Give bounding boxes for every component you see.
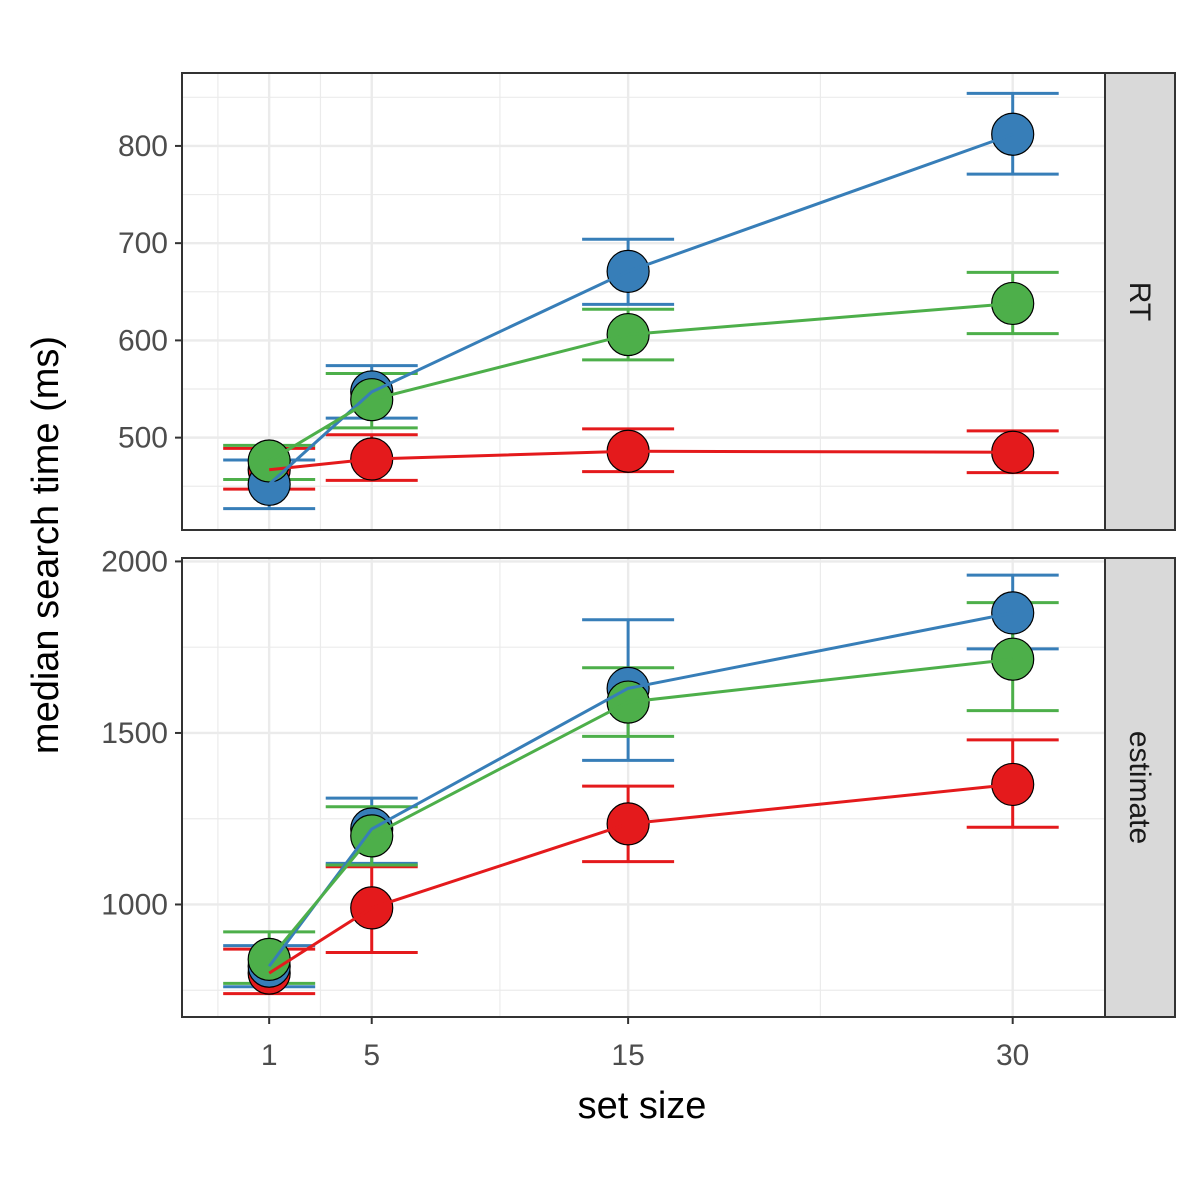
y-tick-label: 700 [118,227,168,260]
series-line [269,449,1013,472]
x-tick-label: 1 [261,1039,278,1072]
y-tick-label: 1000 [101,888,168,921]
y-tick-label: 800 [118,130,168,163]
series-line [268,657,1013,961]
x-axis: 1 5 15 30 [261,1017,1029,1072]
facet-strip [1104,72,1176,531]
panel-0: 500 600 700 800 RT [118,72,1176,531]
facet-strip [1104,557,1176,1018]
facet-strip-label: RT [1123,282,1156,321]
y-tick-label: 1500 [101,717,168,750]
plot-area [223,573,1059,996]
panels-layer: 500 600 700 800 RT 1000 1500 2000 estimate [101,72,1176,1018]
y-tick-label: 2000 [101,545,168,578]
facet-strip-label: estimate [1123,731,1156,844]
y-axis-title: median search time (ms) [25,336,67,754]
plot-area [223,91,1059,511]
x-tick-label: 30 [996,1039,1029,1072]
x-tick-label: 15 [611,1039,644,1072]
y-tick-label: 500 [118,422,168,455]
series-line [268,132,1014,486]
series-line [268,782,1013,975]
y-tick-label: 600 [118,324,168,357]
series-line [268,301,1013,463]
x-tick-label: 5 [363,1039,380,1072]
x-axis-title: set size [578,1085,707,1127]
panel-1: 1000 1500 2000 estimate [101,545,1176,1018]
